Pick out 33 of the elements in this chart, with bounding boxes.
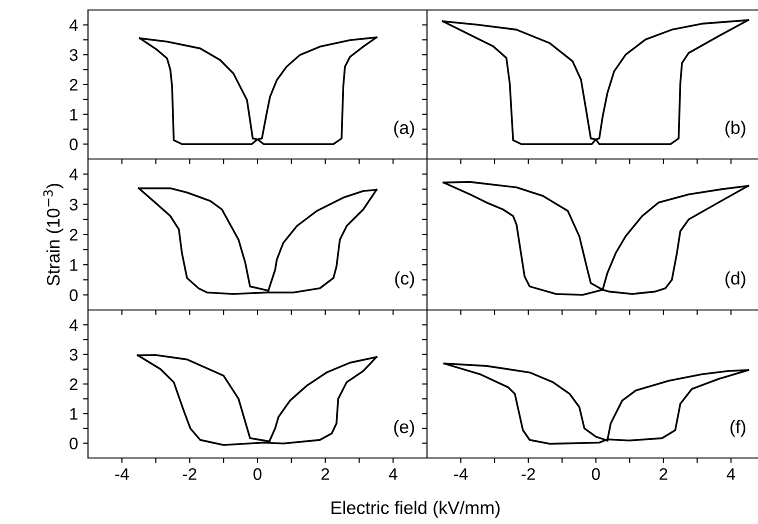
annotation: (e) <box>394 420 414 437</box>
y-tick-label: 2 <box>70 378 78 390</box>
x-tick-label: 4 <box>388 468 398 480</box>
x-axis-title: Electric field (kV/mm) <box>332 500 500 518</box>
y-axis-title: Strain (10$^{−3}$) <box>43 184 64 286</box>
x-tick-label: 2 <box>322 468 330 480</box>
annotation: (c) <box>395 271 414 288</box>
x-tick-label: 4 <box>726 468 736 480</box>
x-tick-label: -4 <box>454 468 468 480</box>
y-tick-label: 3 <box>70 198 78 211</box>
y-tick-label: 1 <box>70 259 78 271</box>
annotation: (f) <box>730 420 746 437</box>
y-tick-label: 3 <box>70 49 78 61</box>
x-tick-label: 0 <box>254 468 262 480</box>
x-tick-label: -2 <box>522 468 535 480</box>
y-tick-label: 1 <box>70 408 78 420</box>
x-tick-label: -2 <box>183 468 196 480</box>
y-tick-label: 1 <box>70 108 78 120</box>
x-tick-label: 0 <box>592 468 600 480</box>
y-tick-label: 0 <box>70 138 78 150</box>
annotation: (a) <box>394 120 414 138</box>
y-tick-label: 4 <box>69 319 78 331</box>
y-tick-label: 4 <box>69 168 78 180</box>
annotation: (b) <box>725 120 746 138</box>
x-tick-label: -4 <box>115 468 129 480</box>
y-tick-label: 4 <box>69 19 78 31</box>
y-tick-label: 2 <box>70 78 78 91</box>
y-tick-label: 3 <box>70 348 78 361</box>
annotation: (d) <box>725 271 746 288</box>
y-tick-label: 0 <box>70 289 78 302</box>
y-tick-label: 0 <box>70 438 78 450</box>
x-tick-label: 2 <box>660 468 668 480</box>
y-tick-label: 2 <box>70 228 78 241</box>
